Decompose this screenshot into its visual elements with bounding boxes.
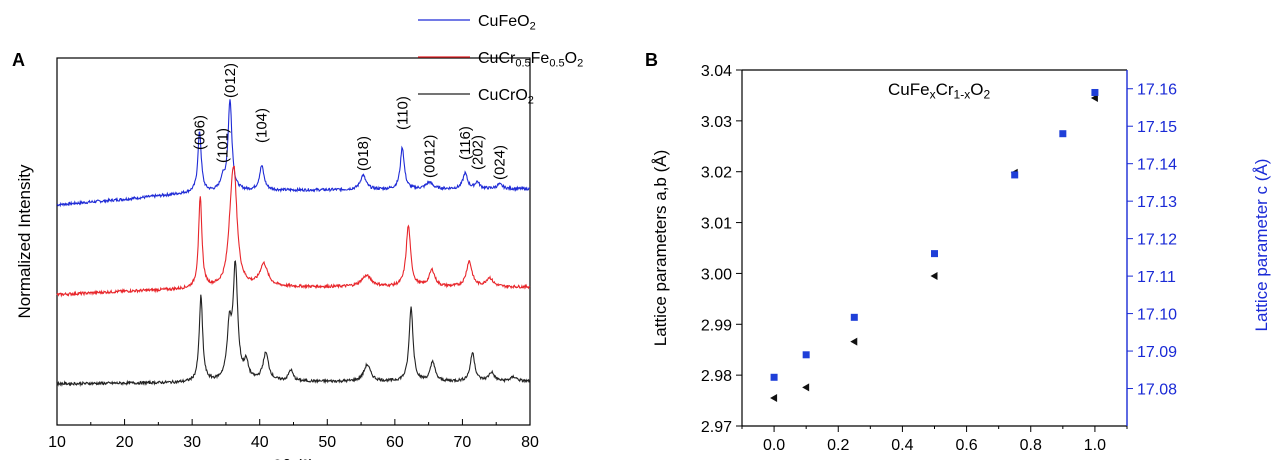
plot-frame [56, 57, 531, 426]
peak-label: (110) [394, 96, 411, 130]
legend-label: CuFeO2 [478, 13, 536, 33]
peak-label: (0012) [421, 135, 438, 178]
y2-tick-label: 17.16 [1137, 82, 1177, 99]
y-tick-label: 3.02 [701, 165, 732, 182]
x-tick-label: 60 [386, 434, 404, 451]
data-point-c [770, 373, 778, 381]
x-tick-label: 80 [521, 434, 539, 451]
peak-label: (006) [192, 115, 209, 150]
x-tick-label: 0.6 [955, 437, 977, 454]
y2-tick-label: 17.08 [1137, 382, 1177, 399]
y2-tick-label: 17.15 [1137, 119, 1177, 136]
y-tick-label: 3.04 [701, 63, 732, 80]
data-point-c [931, 250, 938, 258]
data-point-ab [930, 271, 938, 280]
data-point-c [1091, 88, 1099, 96]
x-tick-label: 30 [183, 434, 201, 451]
y2-tick-label: 17.12 [1137, 232, 1177, 249]
x-tick-label: 0.2 [827, 437, 849, 454]
y2-tick-label: 17.11 [1137, 269, 1176, 286]
y-tick-label: 3.03 [701, 114, 732, 131]
data-point-c [850, 313, 858, 321]
x-axis-label: X (Fe content) [881, 458, 989, 460]
panel-label-b: B [645, 50, 658, 70]
peak-label: (104) [254, 108, 271, 143]
y-axis-label: Lattice parameters a,b (Å) [651, 150, 670, 347]
y-tick-label: 3.01 [701, 216, 732, 233]
x-axis-label: 2θ (°) [273, 456, 315, 460]
panel-label-a: A [12, 50, 25, 70]
x-tick-label: 50 [318, 434, 336, 451]
panel-a: 10 20 30 40 50 60 70 80 2θ (°) Normalized Intensi… [15, 13, 583, 460]
data-point-c [1011, 171, 1019, 179]
y-tick-label: 2.97 [701, 419, 732, 436]
x-tick-label: 0.8 [1020, 437, 1042, 454]
y2-tick-label: 17.09 [1137, 344, 1177, 361]
legend-label: CuCr0.5Fe0.5O2 [478, 50, 583, 70]
x-tick-label: 70 [454, 434, 472, 451]
x-tick-label: 10 [48, 434, 66, 451]
data-point-c [1059, 130, 1067, 138]
peak-label: (101) [215, 128, 232, 163]
y2-axis-label: Lattice parameter c (Å) [1252, 159, 1271, 332]
peak-label: (018) [355, 136, 372, 171]
y2-tick-label: 17.13 [1137, 194, 1177, 211]
x-tick-label: 0.0 [763, 437, 785, 454]
data-point-ab [802, 383, 810, 392]
chart-title: CuFexCr1-xO2 [888, 80, 990, 102]
data-point-c [802, 351, 810, 359]
peak-label: (024) [492, 145, 509, 180]
x-tick-label: 0.4 [891, 437, 913, 454]
series-line-CuCrO2 [56, 260, 531, 387]
series-line-CuCr0.5Fe0.5O2 [56, 165, 531, 298]
data-point-ab [850, 337, 858, 346]
peak-label: (202) [469, 135, 486, 170]
peak-label: (116) [457, 126, 474, 160]
y-axis-label: Normalized Intensity [15, 164, 34, 319]
y-tick-label: 2.99 [701, 317, 732, 334]
data-point-ab [770, 394, 778, 403]
panel-b: 0.0 0.2 0.4 0.6 0.8 1.0 2.97 2.98 2.99 3.00 3.01 3.… [651, 63, 1271, 460]
series-line-CuFeO2 [56, 99, 531, 208]
x-tick-label: 20 [116, 434, 134, 451]
x-tick-label: 1.0 [1084, 437, 1106, 454]
x-tick-label: 40 [251, 434, 269, 451]
y-tick-label: 2.98 [701, 368, 732, 385]
y2-tick-label: 17.14 [1137, 157, 1177, 174]
peak-label: (012) [222, 63, 239, 98]
y-tick-label: 3.00 [701, 266, 732, 283]
legend-label: CuCrO2 [478, 87, 534, 107]
y2-tick-label: 17.10 [1137, 307, 1177, 324]
